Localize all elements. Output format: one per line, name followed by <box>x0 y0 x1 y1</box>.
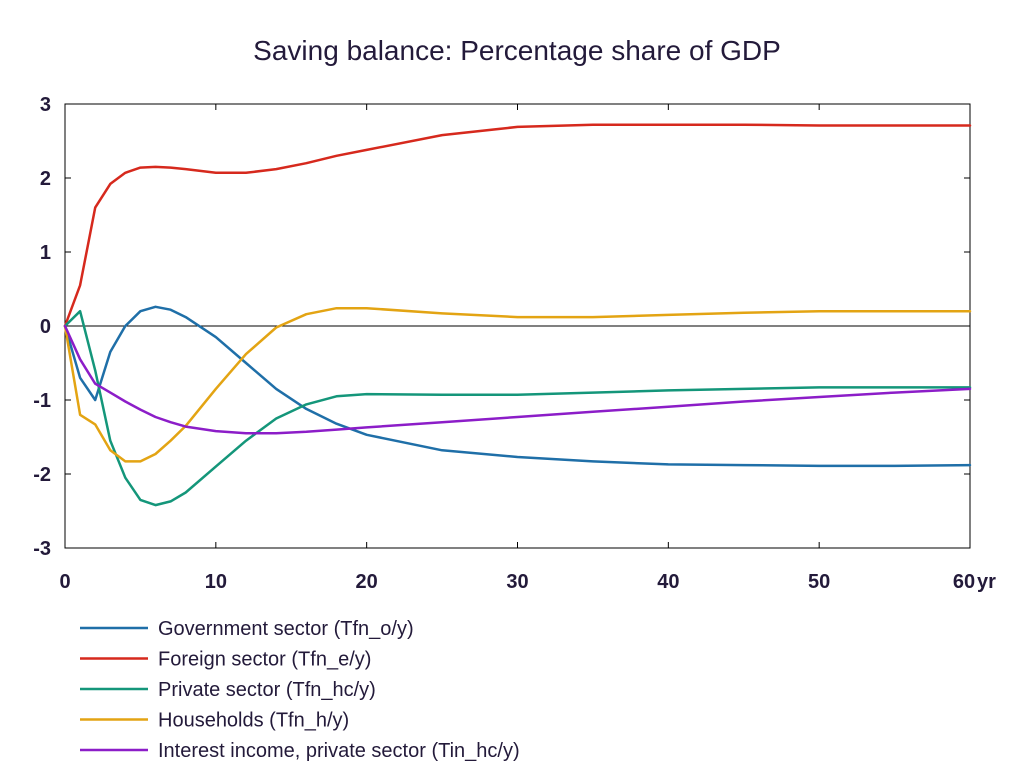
x-tick-label: 0 <box>59 571 70 593</box>
x-unit-label: yr <box>977 571 996 593</box>
x-tick-label: 50 <box>808 571 830 593</box>
legend-label: Households (Tfn_h/y) <box>158 710 349 732</box>
series-line-5 <box>63 324 972 435</box>
y-axis: -3 -2 -1 0 1 2 3 <box>33 94 970 560</box>
x-tick-label: 60 <box>953 571 975 593</box>
legend: Government sector (Tfn_o/y) Foreign secto… <box>80 618 520 762</box>
legend-label: Foreign sector (Tfn_e/y) <box>158 649 371 671</box>
y-tick-label: -1 <box>33 390 51 412</box>
x-tick-label: 40 <box>657 571 679 593</box>
y-tick-label: 0 <box>40 316 51 338</box>
y-tick-label: 1 <box>40 242 51 264</box>
series-line-4 <box>63 306 972 463</box>
y-tick-label: 3 <box>40 94 51 116</box>
x-tick-label: 30 <box>506 571 528 593</box>
series-line-3 <box>63 309 972 507</box>
x-tick-label: 20 <box>356 571 378 593</box>
chart-title: Saving balance: Percentage share of GDP <box>253 35 781 66</box>
series-group <box>63 123 972 507</box>
y-tick-label: -3 <box>33 538 51 560</box>
legend-label: Government sector (Tfn_o/y) <box>158 618 414 640</box>
legend-label: Private sector (Tfn_hc/y) <box>158 679 376 701</box>
series-line-1 <box>63 305 972 468</box>
series-line-2 <box>63 123 972 328</box>
x-axis: 0 10 20 30 40 50 60 yr <box>59 104 996 593</box>
x-tick-label: 10 <box>205 571 227 593</box>
y-tick-label: -2 <box>33 464 51 486</box>
y-tick-label: 2 <box>40 168 51 190</box>
legend-label: Interest income, private sector (Tin_hc/… <box>158 740 520 762</box>
